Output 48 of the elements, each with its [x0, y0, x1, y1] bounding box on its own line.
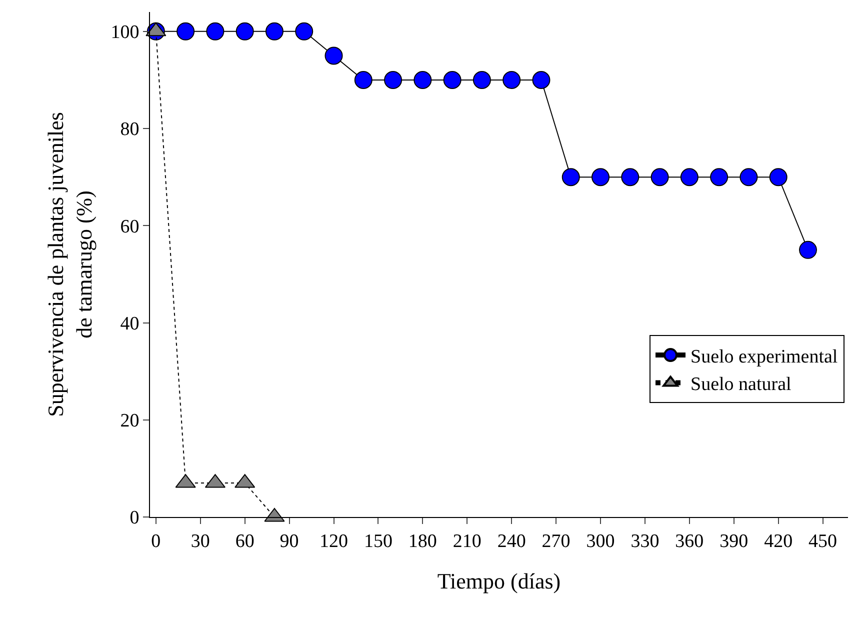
x-tick-label: 330: [630, 530, 660, 552]
x-tick-label: 300: [586, 530, 615, 552]
y-tick-label: 20: [120, 410, 140, 432]
x-tick-label: 390: [720, 530, 748, 552]
point: [354, 70, 372, 89]
y-tick-label: 100: [110, 22, 140, 44]
x-tick-label: 360: [675, 530, 704, 552]
point: [236, 22, 254, 40]
x-tick-label: 180: [408, 530, 437, 552]
point: [265, 22, 284, 40]
x-tick-label: 210: [452, 530, 482, 552]
point: [680, 168, 698, 186]
legend-label: Suelo natural: [690, 374, 792, 396]
x-tick-label: 120: [320, 530, 348, 552]
legend-label: Suelo experimental: [690, 346, 838, 368]
y-tick-label: 80: [120, 119, 140, 140]
point: [295, 22, 314, 40]
x-tick-label: 0: [151, 530, 161, 552]
point: [502, 70, 521, 89]
point: [532, 70, 550, 89]
point: [443, 70, 462, 89]
x-tick-label: 270: [542, 530, 570, 552]
x-tick-label: 30: [190, 530, 210, 552]
x-tick-label: 60: [235, 530, 254, 552]
point: [324, 46, 343, 65]
point: [562, 168, 580, 186]
x-tick-label: 420: [764, 530, 793, 552]
point: [206, 22, 224, 40]
point: [769, 168, 788, 186]
y-tick-label: 40: [120, 313, 140, 334]
y-tick-label: 0: [130, 508, 140, 529]
point: [740, 168, 758, 186]
y-axis-title: Supervivencia de plantas juveniles de tamarugo (%): [42, 112, 96, 417]
x-tick-label: 240: [497, 530, 526, 552]
point: [176, 22, 195, 40]
point: [592, 168, 610, 186]
x-tick-label: 450: [808, 530, 838, 552]
y-tick-label: 60: [120, 216, 140, 238]
point: [414, 70, 432, 89]
point: [799, 240, 817, 259]
point: [621, 168, 640, 186]
point: [384, 70, 402, 89]
x-tick-label: 90: [280, 530, 299, 552]
point: [472, 70, 491, 89]
point: [710, 168, 728, 186]
x-axis-title: Tiempo (días): [437, 568, 561, 594]
x-tick-label: 150: [364, 530, 392, 552]
point: [650, 168, 669, 186]
